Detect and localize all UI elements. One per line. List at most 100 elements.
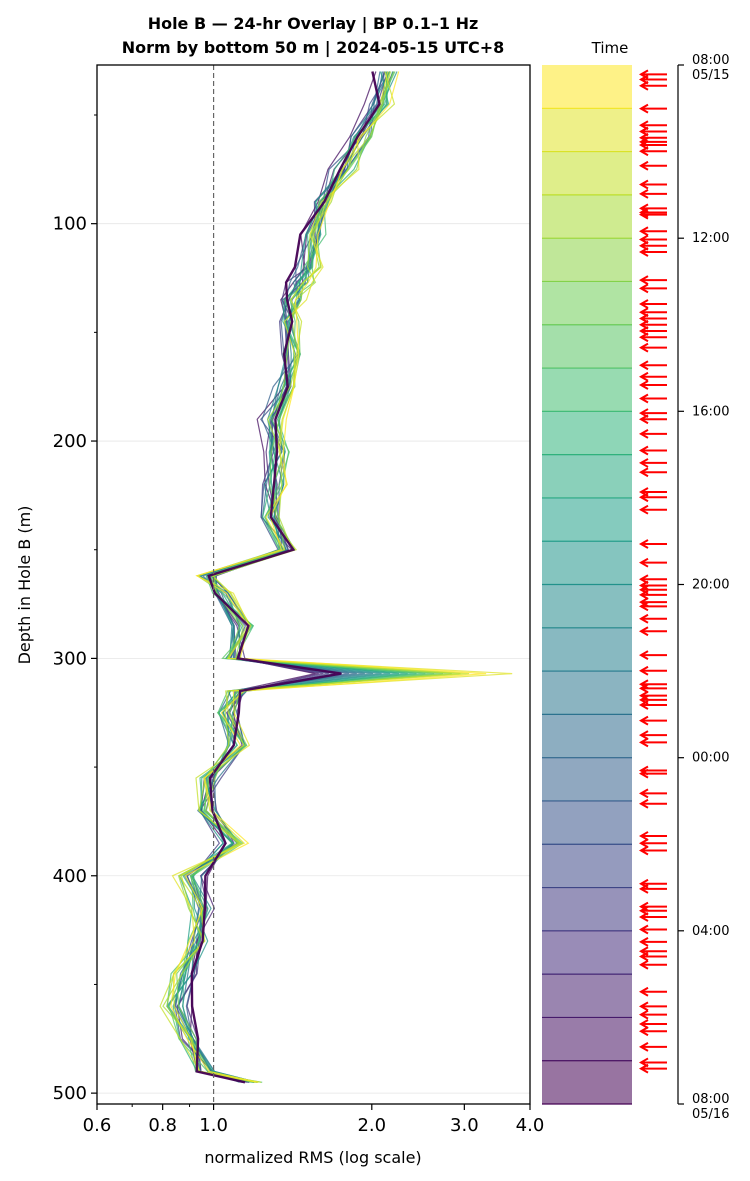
colorbar-band <box>542 627 632 672</box>
event-arrow-head <box>638 132 649 143</box>
colorbar-band <box>542 671 632 715</box>
event-arrow-head <box>638 299 649 309</box>
colorbar-band <box>542 281 632 326</box>
event-arrow-head <box>638 458 649 468</box>
x-tick-label: 0.6 <box>83 1115 112 1136</box>
colorbar-tick-label: 16:00 <box>692 404 729 419</box>
event-arrow-head <box>638 1009 649 1020</box>
event-arrow-head <box>638 924 649 935</box>
plot-area: 0.6 0.8 1.0 2.0 3.0 4.0 100 200 300 400 500 <box>53 64 545 1136</box>
event-arrow-head <box>638 665 649 676</box>
event-arrow-head <box>638 1001 649 1012</box>
event-arrow-head <box>638 247 649 257</box>
event-arrow-head <box>638 737 649 748</box>
event-arrow-head <box>638 884 649 894</box>
event-arrow-head <box>638 1041 649 1052</box>
series-line <box>166 71 426 1083</box>
colorbar-band <box>542 974 632 1018</box>
colorbar-tick-label: 00:00 <box>692 751 729 766</box>
event-arrow-head <box>638 937 649 947</box>
colorbar-band <box>542 714 632 759</box>
grid <box>97 223 530 1094</box>
event-arrow-head <box>638 831 649 841</box>
x-axis-label: normalized RMS (log scale) <box>204 1148 421 1167</box>
series-line <box>189 71 377 1083</box>
event-arrow-head <box>638 414 649 425</box>
event-arrow-head <box>638 986 649 997</box>
event-arrow-head <box>638 590 649 600</box>
series-group <box>159 71 513 1084</box>
colorbar-band <box>542 1060 632 1105</box>
event-arrow-head <box>638 679 649 690</box>
y-axis: 100 200 300 400 500 <box>53 114 97 1104</box>
colorbar-band <box>542 887 632 932</box>
x-tick-label: 1.0 <box>199 1115 228 1136</box>
event-arrow-head <box>638 380 649 390</box>
colorbar-tick-label: 04:00 <box>692 924 729 939</box>
event-arrow-head <box>638 188 649 199</box>
event-arrow-head <box>638 798 649 809</box>
event-arrow-head <box>638 715 649 726</box>
x-tick-label: 4.0 <box>516 1115 545 1136</box>
x-axis: 0.6 0.8 1.0 2.0 3.0 4.0 <box>83 1104 545 1136</box>
event-arrow-head <box>638 690 649 701</box>
event-arrow-head <box>638 959 649 970</box>
colorbar-tick-label: 20:00 <box>692 578 729 593</box>
series-line <box>159 71 470 1083</box>
series-line <box>171 71 513 1083</box>
event-arrow-head <box>638 580 649 591</box>
event-arrow-head <box>638 428 649 439</box>
y-axis-label: Depth in Hole B (m) <box>15 506 34 665</box>
colorbar-band <box>542 541 632 585</box>
colorbar-bands <box>542 65 632 1105</box>
colorbar-band <box>542 930 632 975</box>
event-arrow-head <box>638 845 649 856</box>
colorbar-band <box>542 108 632 153</box>
colorbar-band <box>542 454 632 499</box>
colorbar: 08:0005/1512:0016:0020:0000:0004:0008:00… <box>542 39 729 1122</box>
event-arrow-head <box>638 768 649 779</box>
event-arrow-head <box>638 730 649 741</box>
event-arrow-head <box>638 146 649 157</box>
event-arrow-head <box>638 601 649 612</box>
colorbar-tick-label: 08:00 <box>692 1092 729 1107</box>
event-arrow-head <box>638 103 649 114</box>
colorbar-ticks: 08:0005/1512:0016:0020:0000:0004:0008:00… <box>678 53 729 1122</box>
colorbar-title: Time <box>591 39 629 57</box>
series-line <box>170 71 487 1083</box>
event-arrow-head <box>638 597 649 608</box>
event-arrow-head <box>638 179 649 190</box>
event-arrow-head <box>638 226 649 237</box>
event-arrow-head <box>638 626 649 637</box>
event-arrow-head <box>638 683 649 694</box>
event-arrow-head <box>638 160 649 171</box>
colorbar-band <box>542 65 632 109</box>
event-arrow-head <box>638 951 649 962</box>
chart-title-line-1: Hole B — 24-hr Overlay | BP 0.1–1 Hz <box>148 14 479 34</box>
chart-title-line-2: Norm by bottom 50 m | 2024-05-15 UTC+8 <box>122 38 505 58</box>
colorbar-band <box>542 368 632 412</box>
event-arrow-head <box>638 1063 649 1074</box>
event-arrow-head <box>638 838 649 849</box>
series-line <box>173 71 388 1083</box>
colorbar-band <box>542 757 632 802</box>
event-arrow-head <box>638 80 649 91</box>
colorbar-band <box>542 584 632 629</box>
event-arrow-head <box>638 360 649 371</box>
event-arrow-head <box>638 901 649 912</box>
x-tick-label: 2.0 <box>357 1115 386 1136</box>
event-arrow-head <box>638 332 649 343</box>
event-arrow-head <box>638 371 649 382</box>
colorbar-band <box>542 497 632 542</box>
event-arrow-head <box>638 557 649 568</box>
event-arrow-head <box>638 209 649 220</box>
y-tick-label: 500 <box>53 1083 87 1104</box>
event-arrow-head <box>638 342 649 353</box>
event-arrow-head <box>638 1026 649 1037</box>
colorbar-tick-label: 12:00 <box>692 231 729 246</box>
event-arrow-head <box>638 492 649 503</box>
event-arrow-head <box>638 700 649 710</box>
event-arrow-head <box>638 788 649 799</box>
y-tick-label: 400 <box>53 866 87 887</box>
